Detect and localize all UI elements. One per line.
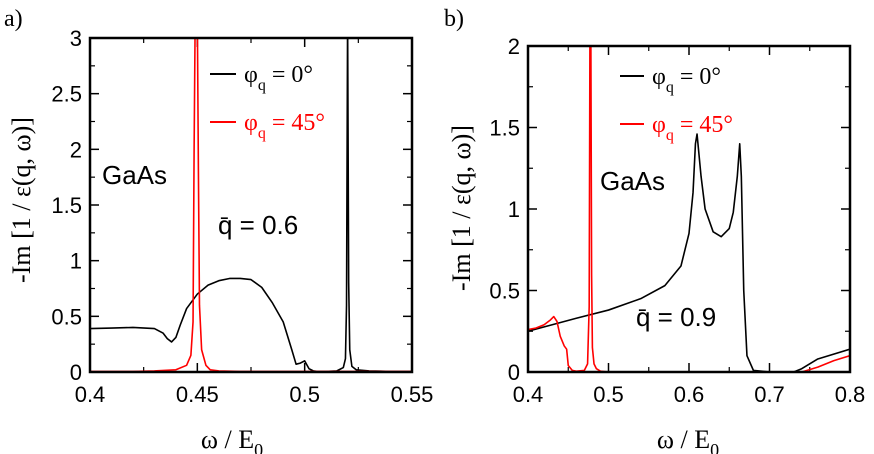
panel-a-ytick-label-6: 3 (70, 26, 82, 51)
legend-b-label-0deg: φq = 0° (652, 64, 721, 96)
panel-b-label: b) (444, 6, 464, 32)
panel-b-ytick-label-2: 1 (508, 197, 520, 222)
panel-b-series-line-0deg (528, 133, 850, 372)
legend-a-label-0deg: φq = 0° (244, 62, 313, 94)
panel-b-ytick-label-1: 0.5 (489, 279, 520, 304)
legend-a-label-45deg: φq = 45° (244, 110, 325, 142)
panel-a-series-line-0deg (90, 38, 412, 372)
panel-a-xtick-label-2: 0.5 (289, 382, 320, 407)
panel-b-ytick-label-4: 2 (508, 34, 520, 59)
panel-b-xtick-label-2: 0.6 (674, 382, 705, 407)
panel-a-xtick-label-3: 0.55 (391, 382, 434, 407)
panel-a-label: a) (4, 6, 23, 32)
panel-b-ytick-label-3: 1.5 (489, 116, 520, 141)
panel-b-xtick-label-0: 0.4 (513, 382, 544, 407)
panel-a-ylabel: -Im [1 / ε(q, ω)] (7, 117, 36, 283)
panel-b-xtick-label-4: 0.8 (835, 382, 866, 407)
panel-b-material-label: GaAs (600, 166, 665, 196)
panel-a-ytick-label-2: 1 (70, 249, 82, 274)
panel-a-ytick-label-3: 1.5 (51, 193, 82, 218)
panel-a-ytick-label-1: 0.5 (51, 304, 82, 329)
panel-b-q-label: q̄ = 0.9 (636, 302, 716, 332)
panel-a: a) 0.4 0.45 0.5 0.55 0 0.5 1 1.5 2 2.5 3 -Im [1 / … (4, 6, 433, 454)
panel-b-series-line-45deg (528, 46, 850, 372)
panel-b-plot-frame (526, 44, 852, 374)
panel-a-ytick-label-0: 0 (70, 360, 82, 385)
panel-b: b) 0.4 0.5 0.6 0.7 0.8 0 0.5 1 1.5 2 -Im [1 / ε(q… (444, 6, 865, 454)
panel-a-xtick-label-1: 0.45 (176, 382, 219, 407)
legend-b-label-45deg: φq = 45° (652, 112, 733, 144)
panel-b-xtick-label-1: 0.5 (593, 382, 624, 407)
panel-a-plot-frame (88, 36, 414, 374)
panel-a-material-label: GaAs (102, 160, 167, 190)
panel-b-xlabel: ω / E0 (657, 425, 719, 454)
panel-a-ytick-label-5: 2.5 (51, 82, 82, 107)
panel-a-q-label: q̄ = 0.6 (218, 210, 298, 240)
panel-b-ytick-label-0: 0 (508, 360, 520, 385)
panel-a-legend: φq = 0° φq = 45° (210, 62, 325, 142)
panel-b-xtick-label-3: 0.7 (754, 382, 785, 407)
panel-a-ticks: 0.4 0.45 0.5 0.55 0 0.5 1 1.5 2 2.5 3 (51, 26, 433, 407)
panel-a-xtick-label-0: 0.4 (75, 382, 106, 407)
panel-a-xlabel: ω / E0 (201, 425, 263, 454)
panel-a-ytick-label-4: 2 (70, 137, 82, 162)
panel-b-ylabel: -Im [1 / ε(q, ω)] (447, 125, 476, 291)
panel-b-legend: φq = 0° φq = 45° (620, 64, 733, 144)
